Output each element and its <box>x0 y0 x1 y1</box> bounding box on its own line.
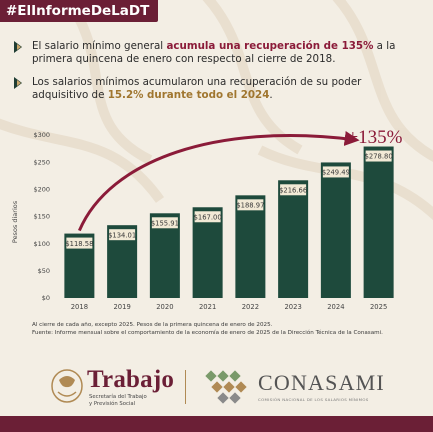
footer-logos: Trabajo Secretaría del Trabajo y Previsi… <box>0 362 433 414</box>
x-tick-label: 2022 <box>242 303 259 311</box>
bar-value-label: $155.91 <box>151 219 179 227</box>
bar-value-label: $278.80 <box>365 153 393 161</box>
bullet-arrow-icon <box>14 41 22 53</box>
conasami-logo-subtitle: COMISIÓN NACIONAL DE LOS SALARIOS MÍNIMO… <box>258 397 369 402</box>
bullet-purchasing-power: Los salarios mínimos acumularon una recu… <box>14 76 419 102</box>
y-tick-label: $100 <box>33 240 50 248</box>
trabajo-sub-line: Secretaría del Trabajo <box>89 394 147 400</box>
bullet-highlight: 15.2% durante todo el 2024 <box>107 89 270 101</box>
bar-value-label: $216.66 <box>279 186 307 194</box>
y-tick-label: $250 <box>33 158 50 166</box>
bar-label-box <box>322 166 349 178</box>
bar <box>363 146 394 298</box>
bar-label-box <box>151 217 178 229</box>
x-axis: 2018 2019 2020 2021 2022 2023 2024 2025 <box>71 303 388 311</box>
bar-label-box <box>66 237 93 249</box>
note-line: Al cierre de cada año, excepto 2025. Pes… <box>32 322 273 328</box>
hashtag-banner: #ElInformeDeLaDT <box>0 0 159 22</box>
conasami-emblem-icon <box>205 370 247 404</box>
bullet-highlight: acumula una recuperación de 135% <box>166 40 374 52</box>
bar-label-box <box>109 229 136 241</box>
bullet-text: El salario mínimo general <box>32 40 167 52</box>
coat-of-arms-icon <box>51 369 83 403</box>
bullet-text: a la primera quincena de enero con respe… <box>32 40 396 65</box>
y-tick-label: $50 <box>38 267 50 275</box>
bar-label-box <box>237 199 264 211</box>
bottom-bar <box>0 416 433 432</box>
bar <box>235 195 266 298</box>
trabajo-logo-name: Trabajo <box>87 366 175 393</box>
bullet-text: . <box>269 89 273 101</box>
bullet-recovery: El salario mínimo general acumula una re… <box>14 40 419 66</box>
y-tick-label: $0 <box>42 294 50 302</box>
y-axis-label: Pesos diarios <box>11 200 19 243</box>
y-axis: $0 $50 $100 $150 $200 $250 $300 <box>33 131 50 302</box>
bar-label-box <box>280 184 307 196</box>
bullet-arrow-icon <box>14 77 22 89</box>
x-tick-label: 2024 <box>327 303 344 311</box>
trend-arrow <box>77 131 360 232</box>
x-tick-label: 2025 <box>370 303 387 311</box>
trabajo-logo-subtitle: Secretaría del Trabajo y Previsión Socia… <box>89 394 169 407</box>
y-tick-label: $300 <box>33 131 50 139</box>
logo-divider <box>185 370 186 404</box>
bar-label-box <box>365 150 392 162</box>
wage-bar-chart: Pesos diarios $0$50$100$150$200$250$300 … <box>11 127 403 311</box>
growth-annotation: +135% <box>347 127 402 148</box>
conasami-logo-name: CONASAMI <box>258 370 385 395</box>
note-line: Fuente: Informe mensual sobre el comport… <box>32 329 383 336</box>
chart-notes: Al cierre de cada año, excepto 2025. Pes… <box>32 322 402 337</box>
bar-label-box <box>194 211 221 223</box>
x-tick-label: 2020 <box>156 303 173 311</box>
bar <box>278 180 309 298</box>
x-tick-label: 2019 <box>113 303 130 311</box>
bar <box>320 162 351 298</box>
bar-value-label: $134.01 <box>108 231 136 239</box>
bar-value-label: $188.97 <box>236 202 264 210</box>
x-tick-label: 2023 <box>284 303 301 311</box>
y-tick-label: $150 <box>33 213 50 221</box>
bar-value-label: $118.58 <box>65 240 93 248</box>
bullet-text: Los salarios mínimos acumularon una recu… <box>32 76 362 101</box>
bar-value-label: $249.49 <box>322 169 350 177</box>
trabajo-sub-line: y Previsión Social <box>89 400 136 407</box>
x-tick-label: 2018 <box>71 303 88 311</box>
bar <box>192 207 223 298</box>
x-tick-label: 2021 <box>199 303 216 311</box>
bars: $118.58 $134.01 $155.91 $167.00 $188.97 $216.… <box>64 146 394 298</box>
bar-value-label: $167.00 <box>194 213 222 221</box>
y-tick-label: $200 <box>33 186 50 194</box>
key-points: El salario mínimo general acumula una re… <box>14 40 419 112</box>
